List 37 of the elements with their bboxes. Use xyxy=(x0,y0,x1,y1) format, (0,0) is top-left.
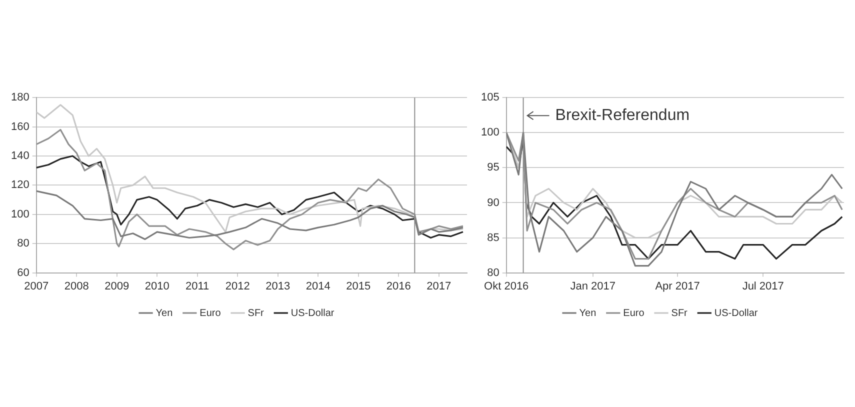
x-tick-label: 2008 xyxy=(64,280,89,292)
y-tick-label: 95 xyxy=(487,162,500,174)
x-tick-label: 2010 xyxy=(144,280,170,292)
x-tick-label: Jan 2017 xyxy=(570,280,616,292)
y-tick-label: 160 xyxy=(10,120,30,133)
x-tick-label: Jul 2017 xyxy=(742,280,784,292)
legend-label: SFr xyxy=(248,308,265,319)
x-tick-label: 2013 xyxy=(266,280,290,292)
ref-line-label: Brexit-Referendum xyxy=(555,107,690,124)
x-tick-label: 2011 xyxy=(186,280,210,292)
x-tick-label: 2009 xyxy=(104,280,130,292)
x-tick-label: Apr 2017 xyxy=(655,280,700,292)
y-tick-label: 80 xyxy=(487,266,500,279)
y-tick-label: 120 xyxy=(10,179,30,192)
y-tick-label: 100 xyxy=(10,208,30,220)
legend-label: Euro xyxy=(200,308,222,319)
x-tick-label: 2007 xyxy=(24,280,49,292)
x-tick-label: 2014 xyxy=(306,280,330,292)
x-tick-label: Okt 2016 xyxy=(484,280,529,292)
y-tick-label: 180 xyxy=(10,92,30,104)
y-tick-label: 60 xyxy=(17,266,30,279)
y-tick-label: 85 xyxy=(487,232,500,244)
x-tick-label: 2012 xyxy=(225,280,250,292)
legend-label: Euro xyxy=(623,308,645,319)
y-tick-label: 80 xyxy=(17,238,30,250)
x-tick-label: 2015 xyxy=(346,280,371,292)
x-tick-label: 2017 xyxy=(426,280,452,292)
legend-label: SFr xyxy=(671,308,688,319)
legend-label: US-Dollar xyxy=(714,308,758,319)
y-tick-label: 140 xyxy=(10,150,30,162)
y-tick-label: 105 xyxy=(480,92,500,104)
legend-label: Yen xyxy=(579,308,596,319)
y-tick-label: 90 xyxy=(487,196,500,209)
y-tick-label: 100 xyxy=(480,126,500,139)
legend-label: US-Dollar xyxy=(290,308,335,319)
x-tick-label: 2016 xyxy=(386,280,411,292)
legend-label: Yen xyxy=(156,308,173,319)
